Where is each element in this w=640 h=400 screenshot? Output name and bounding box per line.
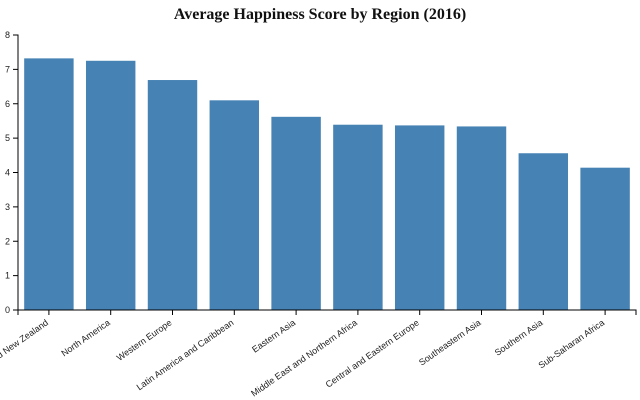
bar bbox=[147, 80, 198, 310]
x-tick-label: Sub-Saharan Africa bbox=[537, 317, 607, 370]
x-tick-label: Latin America and Caribbean bbox=[135, 317, 236, 392]
bars-group bbox=[24, 58, 630, 310]
x-tick-label: Southern Asia bbox=[493, 317, 545, 357]
bar bbox=[24, 58, 74, 310]
y-tick-label: 6 bbox=[5, 99, 10, 109]
y-axis: 0 1 2 3 4 5 6 7 8 bbox=[5, 30, 19, 315]
bar bbox=[580, 167, 630, 310]
y-tick-label: 4 bbox=[5, 168, 10, 178]
x-axis-line bbox=[17, 309, 637, 315]
bar bbox=[456, 126, 507, 310]
x-tick-label: Western Europe bbox=[115, 317, 174, 362]
x-tick-label: Eastern Asia bbox=[250, 317, 297, 354]
y-tick-label: 5 bbox=[5, 133, 10, 143]
bar bbox=[518, 153, 569, 310]
bar bbox=[85, 60, 136, 310]
y-tick-label: 0 bbox=[5, 305, 10, 315]
x-tick-label: Middle East and Northern Africa bbox=[249, 317, 359, 398]
y-tick-label: 3 bbox=[5, 202, 10, 212]
x-tick-label: Southeastern Asia bbox=[417, 317, 483, 367]
y-tick-label: 2 bbox=[5, 236, 10, 246]
y-tick-label: 8 bbox=[5, 30, 10, 40]
bar bbox=[209, 100, 260, 310]
x-tick-label: Australia and New Zealand bbox=[0, 317, 50, 387]
bar bbox=[333, 124, 383, 310]
bar bbox=[394, 125, 445, 310]
y-tick-label: 1 bbox=[5, 271, 10, 281]
y-tick-label: 7 bbox=[5, 64, 10, 74]
bar bbox=[271, 116, 321, 310]
x-tick-label: North America bbox=[59, 317, 111, 358]
chart-title: Average Happiness Score by Region (2016) bbox=[174, 6, 466, 23]
